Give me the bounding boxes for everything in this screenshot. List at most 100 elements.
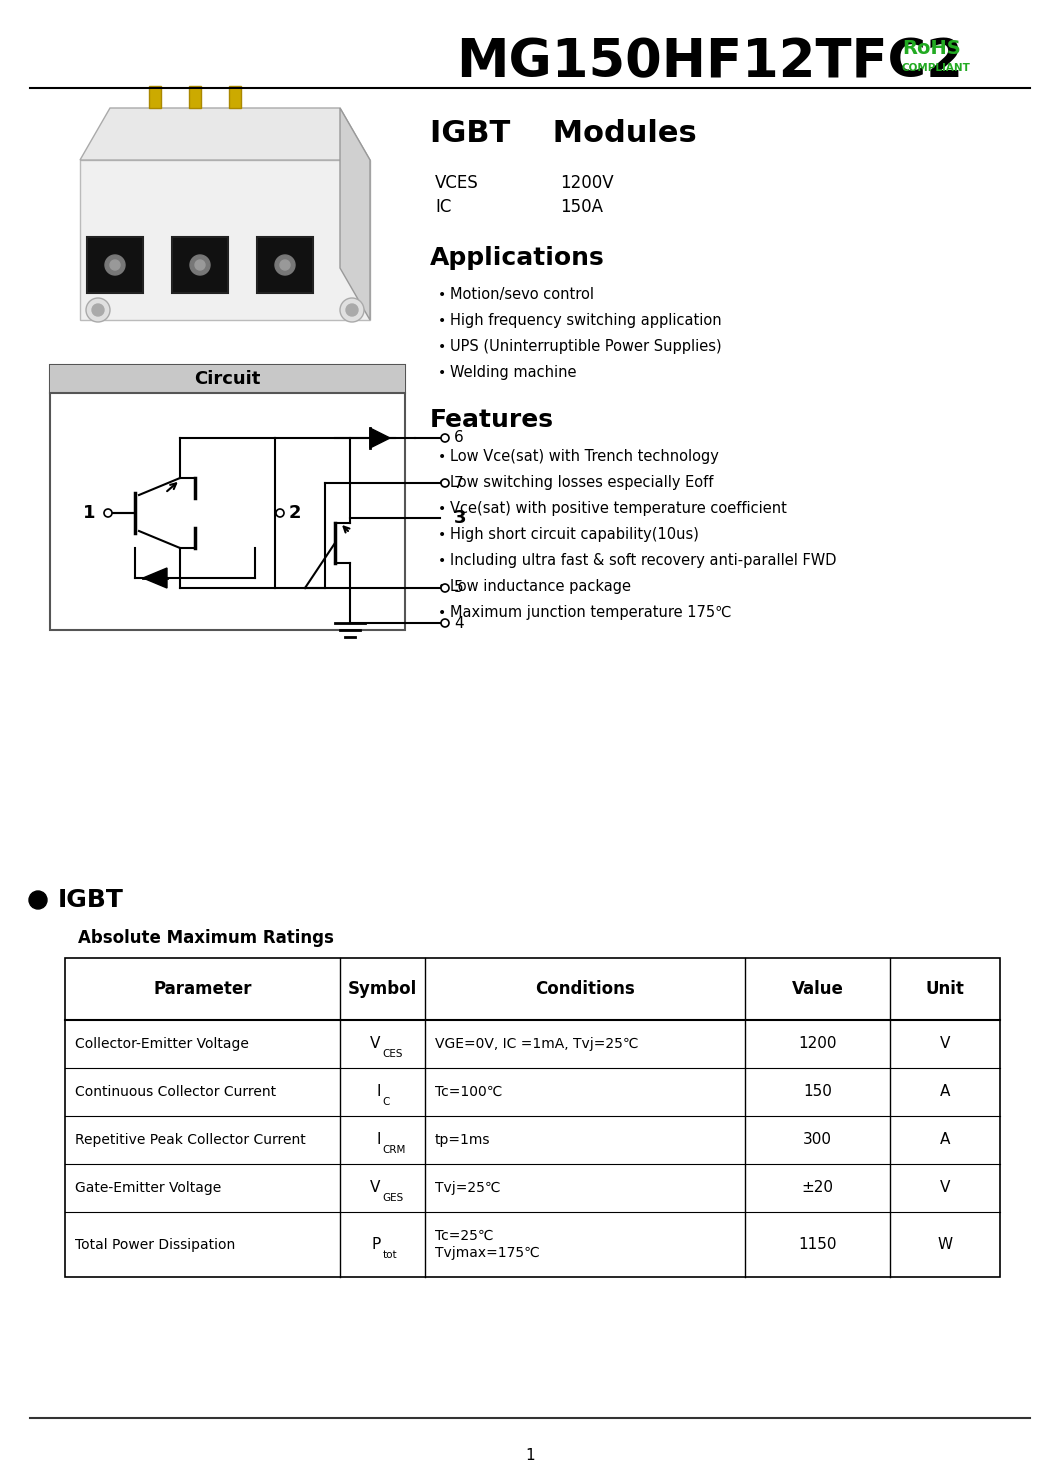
Text: •: • <box>438 340 446 355</box>
Text: tot: tot <box>383 1250 398 1260</box>
Text: Value: Value <box>792 979 844 999</box>
Circle shape <box>441 433 449 442</box>
Text: •: • <box>438 450 446 464</box>
Text: CRM: CRM <box>383 1146 406 1155</box>
Polygon shape <box>80 108 370 160</box>
Text: Low Vce(sat) with Trench technology: Low Vce(sat) with Trench technology <box>450 450 719 464</box>
FancyBboxPatch shape <box>50 99 390 340</box>
Text: A: A <box>940 1132 950 1147</box>
Circle shape <box>110 260 120 270</box>
Text: C: C <box>383 1097 390 1107</box>
Text: Applications: Applications <box>430 246 605 270</box>
Text: Continuous Collector Current: Continuous Collector Current <box>75 1085 276 1100</box>
Text: •: • <box>438 476 446 490</box>
Text: Gate-Emitter Voltage: Gate-Emitter Voltage <box>75 1181 222 1195</box>
Text: 7: 7 <box>454 475 463 491</box>
Text: High short circuit capability(10us): High short circuit capability(10us) <box>450 527 699 543</box>
Circle shape <box>29 890 47 910</box>
Text: Tvj=25℃: Tvj=25℃ <box>435 1181 500 1195</box>
FancyBboxPatch shape <box>229 86 241 108</box>
Polygon shape <box>80 160 370 321</box>
Text: 300: 300 <box>803 1132 832 1147</box>
Text: Conditions: Conditions <box>535 979 635 999</box>
Circle shape <box>276 509 284 516</box>
Text: 6: 6 <box>454 430 464 445</box>
Polygon shape <box>370 427 390 448</box>
FancyBboxPatch shape <box>189 86 201 108</box>
Circle shape <box>441 479 449 487</box>
Text: Maximum junction temperature 175℃: Maximum junction temperature 175℃ <box>450 605 731 620</box>
Text: Motion/sevo control: Motion/sevo control <box>450 288 594 303</box>
Text: Circuit: Circuit <box>194 370 261 387</box>
Text: •: • <box>438 367 446 380</box>
Text: 150: 150 <box>803 1085 832 1100</box>
Text: 2: 2 <box>289 505 301 522</box>
Text: ±20: ±20 <box>801 1180 833 1196</box>
Text: •: • <box>438 580 446 594</box>
Text: 3: 3 <box>454 509 466 527</box>
Text: Unit: Unit <box>925 979 965 999</box>
Text: RoHS: RoHS <box>902 39 960 58</box>
Text: Parameter: Parameter <box>154 979 252 999</box>
Text: 1200: 1200 <box>798 1036 836 1052</box>
Text: COMPLIANT: COMPLIANT <box>902 62 971 73</box>
Text: A: A <box>940 1085 950 1100</box>
Text: W: W <box>937 1238 953 1252</box>
FancyBboxPatch shape <box>50 365 405 393</box>
FancyBboxPatch shape <box>149 86 161 108</box>
FancyBboxPatch shape <box>50 365 405 631</box>
Text: Repetitive Peak Collector Current: Repetitive Peak Collector Current <box>75 1132 305 1147</box>
FancyBboxPatch shape <box>257 237 313 292</box>
Text: 4: 4 <box>454 616 463 631</box>
Text: •: • <box>438 554 446 568</box>
FancyBboxPatch shape <box>87 237 143 292</box>
Text: I: I <box>376 1085 381 1100</box>
Text: IGBT: IGBT <box>58 887 124 913</box>
Text: Tvjmax=175℃: Tvjmax=175℃ <box>435 1247 540 1260</box>
Text: 1200V: 1200V <box>560 174 614 191</box>
Text: High frequency switching application: High frequency switching application <box>450 313 722 328</box>
Text: Welding machine: Welding machine <box>450 365 577 380</box>
Text: IC: IC <box>435 197 452 217</box>
Text: 1: 1 <box>83 505 95 522</box>
Circle shape <box>86 298 110 322</box>
Circle shape <box>346 304 358 316</box>
Text: Features: Features <box>430 408 554 432</box>
Text: Including ultra fast & soft recovery anti-parallel FWD: Including ultra fast & soft recovery ant… <box>450 554 836 568</box>
Text: Symbol: Symbol <box>348 979 418 999</box>
Text: UPS (Uninterruptible Power Supplies): UPS (Uninterruptible Power Supplies) <box>450 340 722 355</box>
Text: •: • <box>438 502 446 516</box>
Circle shape <box>195 260 205 270</box>
FancyBboxPatch shape <box>172 237 228 292</box>
Text: Vce(sat) with positive temperature coefficient: Vce(sat) with positive temperature coeff… <box>450 502 787 516</box>
Text: V: V <box>940 1036 950 1052</box>
Text: tp=1ms: tp=1ms <box>435 1132 491 1147</box>
Text: CES: CES <box>383 1049 403 1060</box>
Circle shape <box>340 298 364 322</box>
Text: V: V <box>940 1180 950 1196</box>
Circle shape <box>441 585 449 592</box>
Text: Absolute Maximum Ratings: Absolute Maximum Ratings <box>78 929 334 947</box>
Text: VCES: VCES <box>435 174 479 191</box>
Text: IGBT    Modules: IGBT Modules <box>430 119 696 147</box>
Circle shape <box>275 255 295 275</box>
Circle shape <box>104 509 112 516</box>
Text: VGE=0V, IC =1mA, Tvj=25℃: VGE=0V, IC =1mA, Tvj=25℃ <box>435 1037 638 1051</box>
Circle shape <box>190 255 210 275</box>
Text: •: • <box>438 528 446 542</box>
Text: GES: GES <box>383 1193 404 1204</box>
Text: •: • <box>438 315 446 328</box>
Text: MG150HF12TFC2: MG150HF12TFC2 <box>457 36 964 88</box>
Text: •: • <box>438 605 446 620</box>
Circle shape <box>280 260 290 270</box>
Text: 150A: 150A <box>560 197 603 217</box>
Text: P: P <box>371 1238 381 1252</box>
Text: 1: 1 <box>525 1447 535 1463</box>
Text: •: • <box>438 288 446 303</box>
Text: I: I <box>376 1132 381 1147</box>
Text: Low inductance package: Low inductance package <box>450 579 631 595</box>
Polygon shape <box>143 568 167 588</box>
Polygon shape <box>340 108 370 321</box>
Text: Tc=25℃: Tc=25℃ <box>435 1229 494 1242</box>
Text: Collector-Emitter Voltage: Collector-Emitter Voltage <box>75 1037 249 1051</box>
